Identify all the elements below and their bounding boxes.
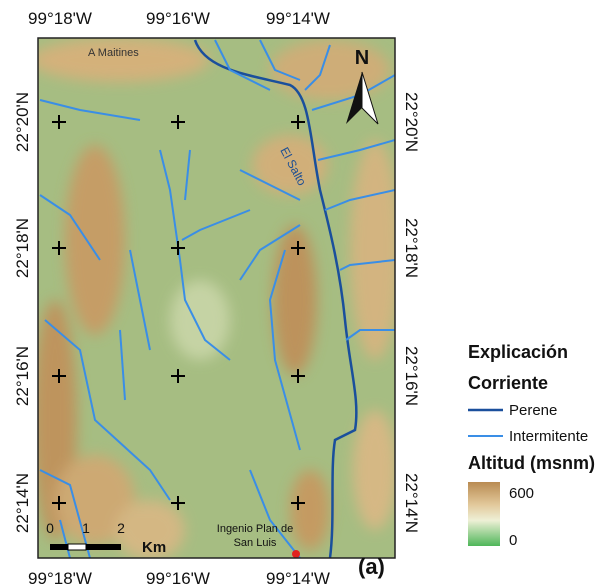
lat-label: 22°16'N [402, 346, 421, 406]
legend-heading: Corriente [468, 373, 548, 393]
map-area: A Maitines El Salto Ingenio Plan de San … [30, 38, 400, 579]
place-label: A Maitines [88, 47, 139, 59]
lat-label: 22°18'N [402, 218, 421, 278]
legend-label: Intermitente [509, 428, 588, 445]
lat-label: 22°20'N [13, 92, 32, 152]
legend-label: Perene [509, 402, 557, 419]
town-marker [292, 550, 300, 558]
lat-label: 22°14'N [13, 473, 32, 533]
scale-label: 1 [82, 520, 90, 536]
scale-label: 0 [46, 520, 54, 536]
lat-label: 22°14'N [402, 473, 421, 533]
scale-bar [68, 544, 86, 550]
lon-label: 99°16'W [146, 9, 210, 28]
altitude-ramp [468, 482, 500, 546]
place-label: San Luis [234, 537, 277, 549]
lon-label: 99°18'W [28, 9, 92, 28]
legend-heading: Altitud (msnm) [468, 453, 595, 473]
lon-label: 99°18'W [28, 569, 92, 588]
scale-bar [86, 544, 121, 550]
scale-unit: Km [142, 539, 166, 556]
panel-label: (a) [358, 554, 385, 579]
north-label: N [355, 47, 369, 69]
lon-label: 99°14'W [266, 569, 330, 588]
lon-label: 99°16'W [146, 569, 210, 588]
legend-title: Explicación [468, 342, 568, 362]
scale-label: 2 [117, 520, 125, 536]
map-figure: A Maitines El Salto Ingenio Plan de San … [0, 0, 612, 588]
lon-label: 99°14'W [266, 9, 330, 28]
legend: Explicación Corriente Perene Intermitent… [468, 342, 595, 549]
legend-label: 600 [509, 485, 534, 502]
scale-bar [50, 544, 68, 550]
lat-label: 22°20'N [402, 92, 421, 152]
legend-label: 0 [509, 532, 517, 549]
lat-label: 22°18'N [13, 218, 32, 278]
place-label: Ingenio Plan de [217, 523, 293, 535]
lat-label: 22°16'N [13, 346, 32, 406]
